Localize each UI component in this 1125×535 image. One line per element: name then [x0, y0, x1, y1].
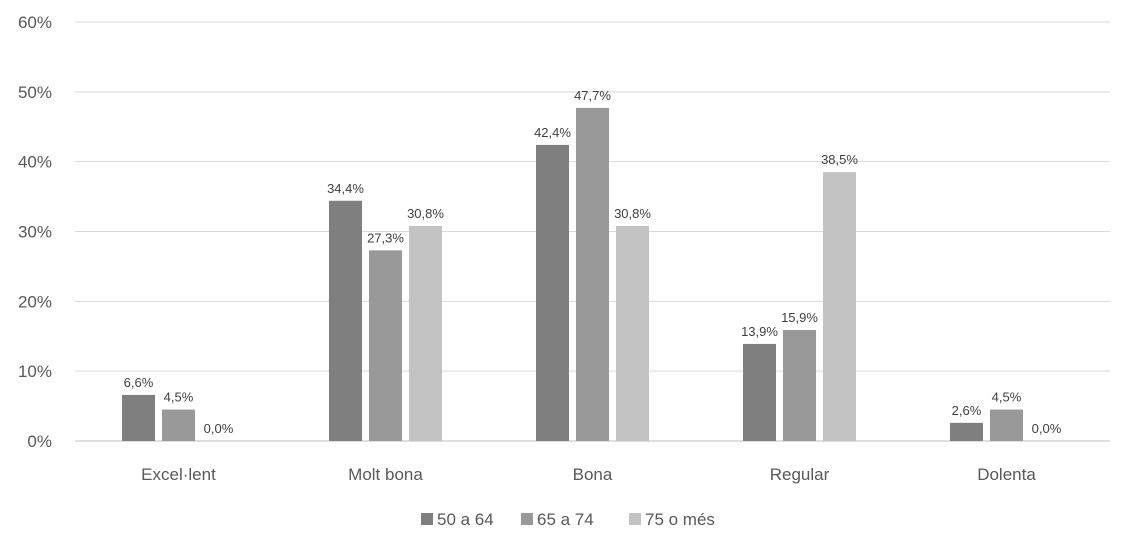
data-label: 2,6%: [952, 403, 982, 418]
x-category-label: Molt bona: [348, 465, 423, 484]
bar-50-a-64: [536, 144, 569, 441]
x-category-label: Regular: [770, 465, 830, 484]
legend-swatch: [521, 513, 533, 525]
y-tick-label: 30%: [18, 223, 52, 242]
data-label: 15,9%: [781, 310, 818, 325]
y-tick-label: 50%: [18, 83, 52, 102]
data-label: 0,0%: [1032, 421, 1062, 436]
data-label: 13,9%: [741, 324, 778, 339]
bar-50-a-64: [743, 343, 776, 441]
bars: [122, 107, 1023, 442]
data-label: 0,0%: [204, 421, 234, 436]
data-label: 42,4%: [534, 125, 571, 140]
x-category-label: Bona: [573, 465, 613, 484]
data-label: 6,6%: [124, 375, 154, 390]
bar-75-o-més: [409, 225, 442, 441]
legend-label: 50 a 64: [437, 510, 494, 529]
y-tick-label: 20%: [18, 292, 52, 311]
y-tick-label: 40%: [18, 153, 52, 172]
data-label: 30,8%: [614, 206, 651, 221]
legend-label: 65 a 74: [537, 510, 594, 529]
bar-50-a-64: [950, 422, 983, 441]
data-label: 4,5%: [164, 390, 194, 405]
legend-label: 75 o més: [645, 510, 715, 529]
data-label: 38,5%: [821, 152, 858, 167]
data-label: 30,8%: [407, 206, 444, 221]
data-label: 47,7%: [574, 88, 611, 103]
bar-50-a-64: [122, 394, 155, 441]
x-category-label: Dolenta: [977, 465, 1036, 484]
legend-swatch: [421, 513, 433, 525]
y-tick-label: 0%: [27, 432, 52, 451]
legend: 50 a 64 65 a 74 75 o més: [421, 510, 715, 529]
y-tick-label: 60%: [18, 13, 52, 32]
data-label: 4,5%: [992, 390, 1022, 405]
y-axis-tick-labels: 0% 10% 20% 30% 40% 50% 60%: [18, 13, 52, 451]
bar-65-a-74: [576, 107, 609, 442]
bar-75-o-més: [823, 172, 856, 441]
bar-65-a-74: [162, 409, 195, 441]
x-category-label: Excel·lent: [141, 465, 216, 484]
bar-50-a-64: [329, 200, 362, 441]
bar-75-o-més: [616, 225, 649, 441]
legend-swatch: [629, 513, 641, 525]
data-labels: 6,6%4,5%0,0%34,4%27,3%30,8%42,4%47,7%30,…: [124, 88, 1062, 436]
y-tick-label: 10%: [18, 362, 52, 381]
bar-65-a-74: [783, 329, 816, 441]
data-label: 27,3%: [367, 230, 404, 245]
data-label: 34,4%: [327, 181, 364, 196]
bar-65-a-74: [990, 409, 1023, 441]
bar-65-a-74: [369, 250, 402, 441]
x-axis-category-labels: Excel·lent Molt bona Bona Regular Dolenta: [141, 465, 1036, 484]
